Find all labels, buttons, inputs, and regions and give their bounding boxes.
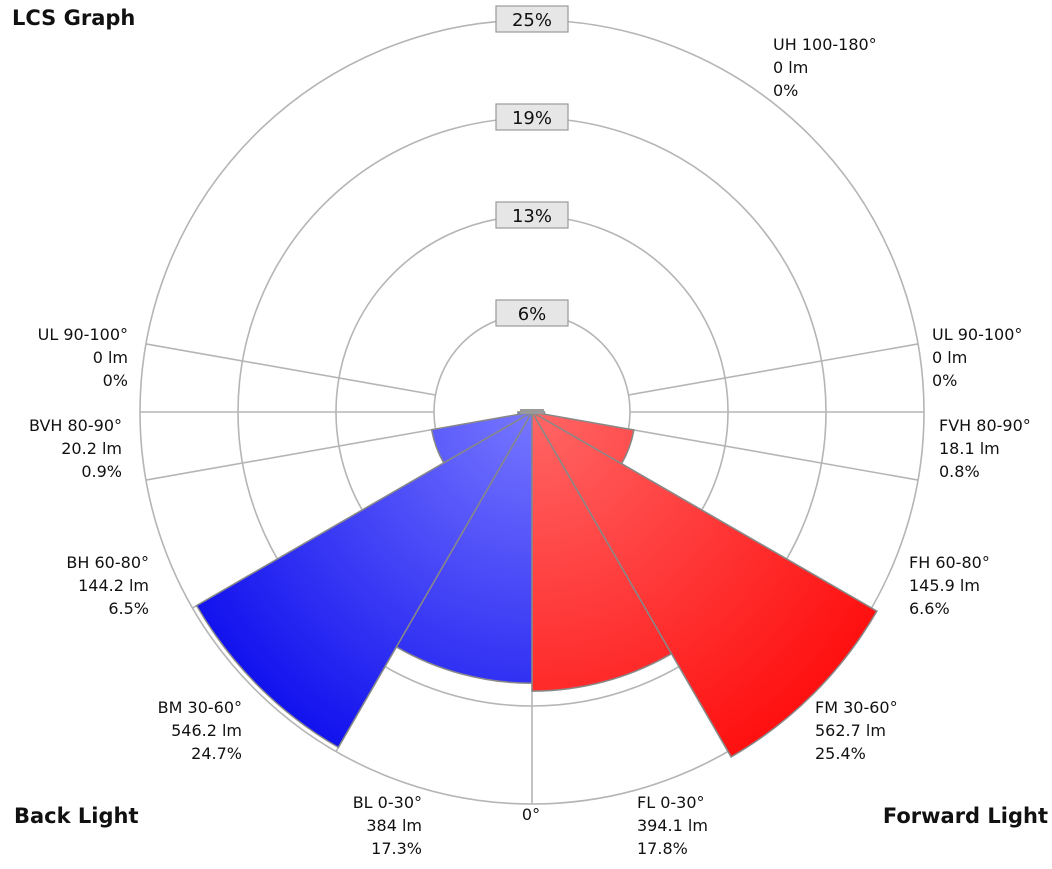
wedge-back-bm: [195, 409, 535, 749]
ring-label-box-1: [495, 299, 569, 327]
ring-label-3: 19%: [512, 108, 552, 129]
segment-lumens-back-bh: 144.2 lm: [78, 576, 149, 595]
segment-label-forward-fm: FM 30-60°: [815, 698, 898, 717]
segment-label-back-bm: BM 30-60° 546.2 lm 24.7%: [158, 698, 242, 763]
segment-label-back-ul: UL 90-100°: [38, 325, 128, 344]
segment-percent-forward-ul: 0%: [932, 371, 957, 390]
forward-light-label: Forward Light: [882, 804, 1048, 828]
segment-lumens-back-bl: 384 lm: [366, 816, 422, 835]
segment-label-up-uh: UH 100-180° 0 lm 0%: [773, 35, 877, 100]
segment-label-forward-fh: FH 60-80°: [909, 553, 990, 572]
segment-lumens-back-bvh: 20.2 lm: [61, 439, 122, 458]
segment-label-up-uh: UH 100-180°: [773, 35, 877, 54]
segment-label-back-ul: UL 90-100° 0 lm 0%: [38, 325, 128, 390]
ring-labels: 6% 13% 19% 25%: [495, 5, 569, 327]
grid-spoke-back-100: [145, 343, 436, 396]
segment-label-forward-fvh: FVH 80-90°: [939, 416, 1031, 435]
grid-spoke-back-80: [145, 428, 436, 481]
segment-percent-forward-fl: 17.8%: [637, 839, 688, 858]
segment-percent-forward-fm: 25.4%: [815, 744, 866, 763]
ring-label-4: 25%: [512, 10, 552, 31]
segment-label-back-bl: BL 0-30°: [353, 793, 422, 812]
zero-degree-label: 0°: [522, 805, 540, 824]
segment-label-forward-fl: FL 0-30°: [637, 793, 705, 812]
grid-spoke-forward-80: [628, 428, 919, 481]
segment-label-forward-fm: FM 30-60° 562.7 lm 25.4%: [815, 698, 898, 763]
ring-label-1: 6%: [518, 304, 547, 325]
segment-labels: FL 0-30° 394.1 lm 17.8% FM 30-60° 562.7 lm 25…: [29, 35, 1031, 858]
segment-percent-back-bm: 24.7%: [191, 744, 242, 763]
segment-percent-back-bvh: 0.9%: [81, 462, 122, 481]
wedge-back-bh: [430, 411, 533, 464]
segment-label-forward-ul: UL 90-100° 0 lm 0%: [932, 325, 1022, 390]
ring-label-2: 13%: [512, 206, 552, 227]
wedge-back-bl: [395, 409, 533, 685]
segment-lumens-forward-fh: 145.9 lm: [909, 576, 980, 595]
segment-lumens-forward-fl: 394.1 lm: [637, 816, 708, 835]
segment-lumens-forward-fm: 562.7 lm: [815, 721, 886, 740]
segment-lumens-back-bm: 546.2 lm: [171, 721, 242, 740]
segment-lumens-up-uh: 0 lm: [773, 58, 808, 77]
segment-percent-back-bl: 17.3%: [371, 839, 422, 858]
segment-lumens-back-ul: 0 lm: [93, 348, 128, 367]
segment-percent-back-bh: 6.5%: [108, 599, 149, 618]
segment-wedges: [195, 409, 878, 758]
segment-label-back-bm: BM 30-60°: [158, 698, 242, 717]
segment-percent-forward-fvh: 0.8%: [939, 462, 980, 481]
segment-label-forward-fh: FH 60-80° 145.9 lm 6.6%: [909, 553, 990, 618]
ring-label-box-4: [495, 5, 569, 33]
segment-label-back-bl: BL 0-30° 384 lm 17.3%: [353, 793, 422, 858]
wedge-forward-fh: [531, 411, 635, 465]
chart-hub: [520, 409, 544, 414]
wedge-forward-fl: [531, 409, 673, 692]
segment-lumens-forward-ul: 0 lm: [932, 348, 967, 367]
back-light-label: Back Light: [14, 804, 139, 828]
wedge-forward-fm: [529, 409, 878, 758]
segment-label-back-bh: BH 60-80° 144.2 lm 6.5%: [66, 553, 149, 618]
chart-title: LCS Graph: [12, 6, 136, 30]
grid-spoke-forward-100: [628, 343, 919, 396]
segment-label-back-bvh: BVH 80-90° 20.2 lm 0.9%: [29, 416, 122, 481]
segment-percent-forward-fh: 6.6%: [909, 599, 950, 618]
ring-label-box-3: [495, 103, 569, 131]
segment-percent-up-uh: 0%: [773, 81, 798, 100]
segment-label-forward-fl: FL 0-30° 394.1 lm 17.8%: [637, 793, 708, 858]
segment-lumens-forward-fvh: 18.1 lm: [939, 439, 1000, 458]
segment-label-forward-fvh: FVH 80-90° 18.1 lm 0.8%: [939, 416, 1031, 481]
segment-label-back-bh: BH 60-80°: [66, 553, 149, 572]
segment-percent-back-ul: 0%: [103, 371, 128, 390]
ring-label-box-2: [495, 201, 569, 229]
segment-label-back-bvh: BVH 80-90°: [29, 416, 122, 435]
segment-label-forward-ul: UL 90-100°: [932, 325, 1022, 344]
